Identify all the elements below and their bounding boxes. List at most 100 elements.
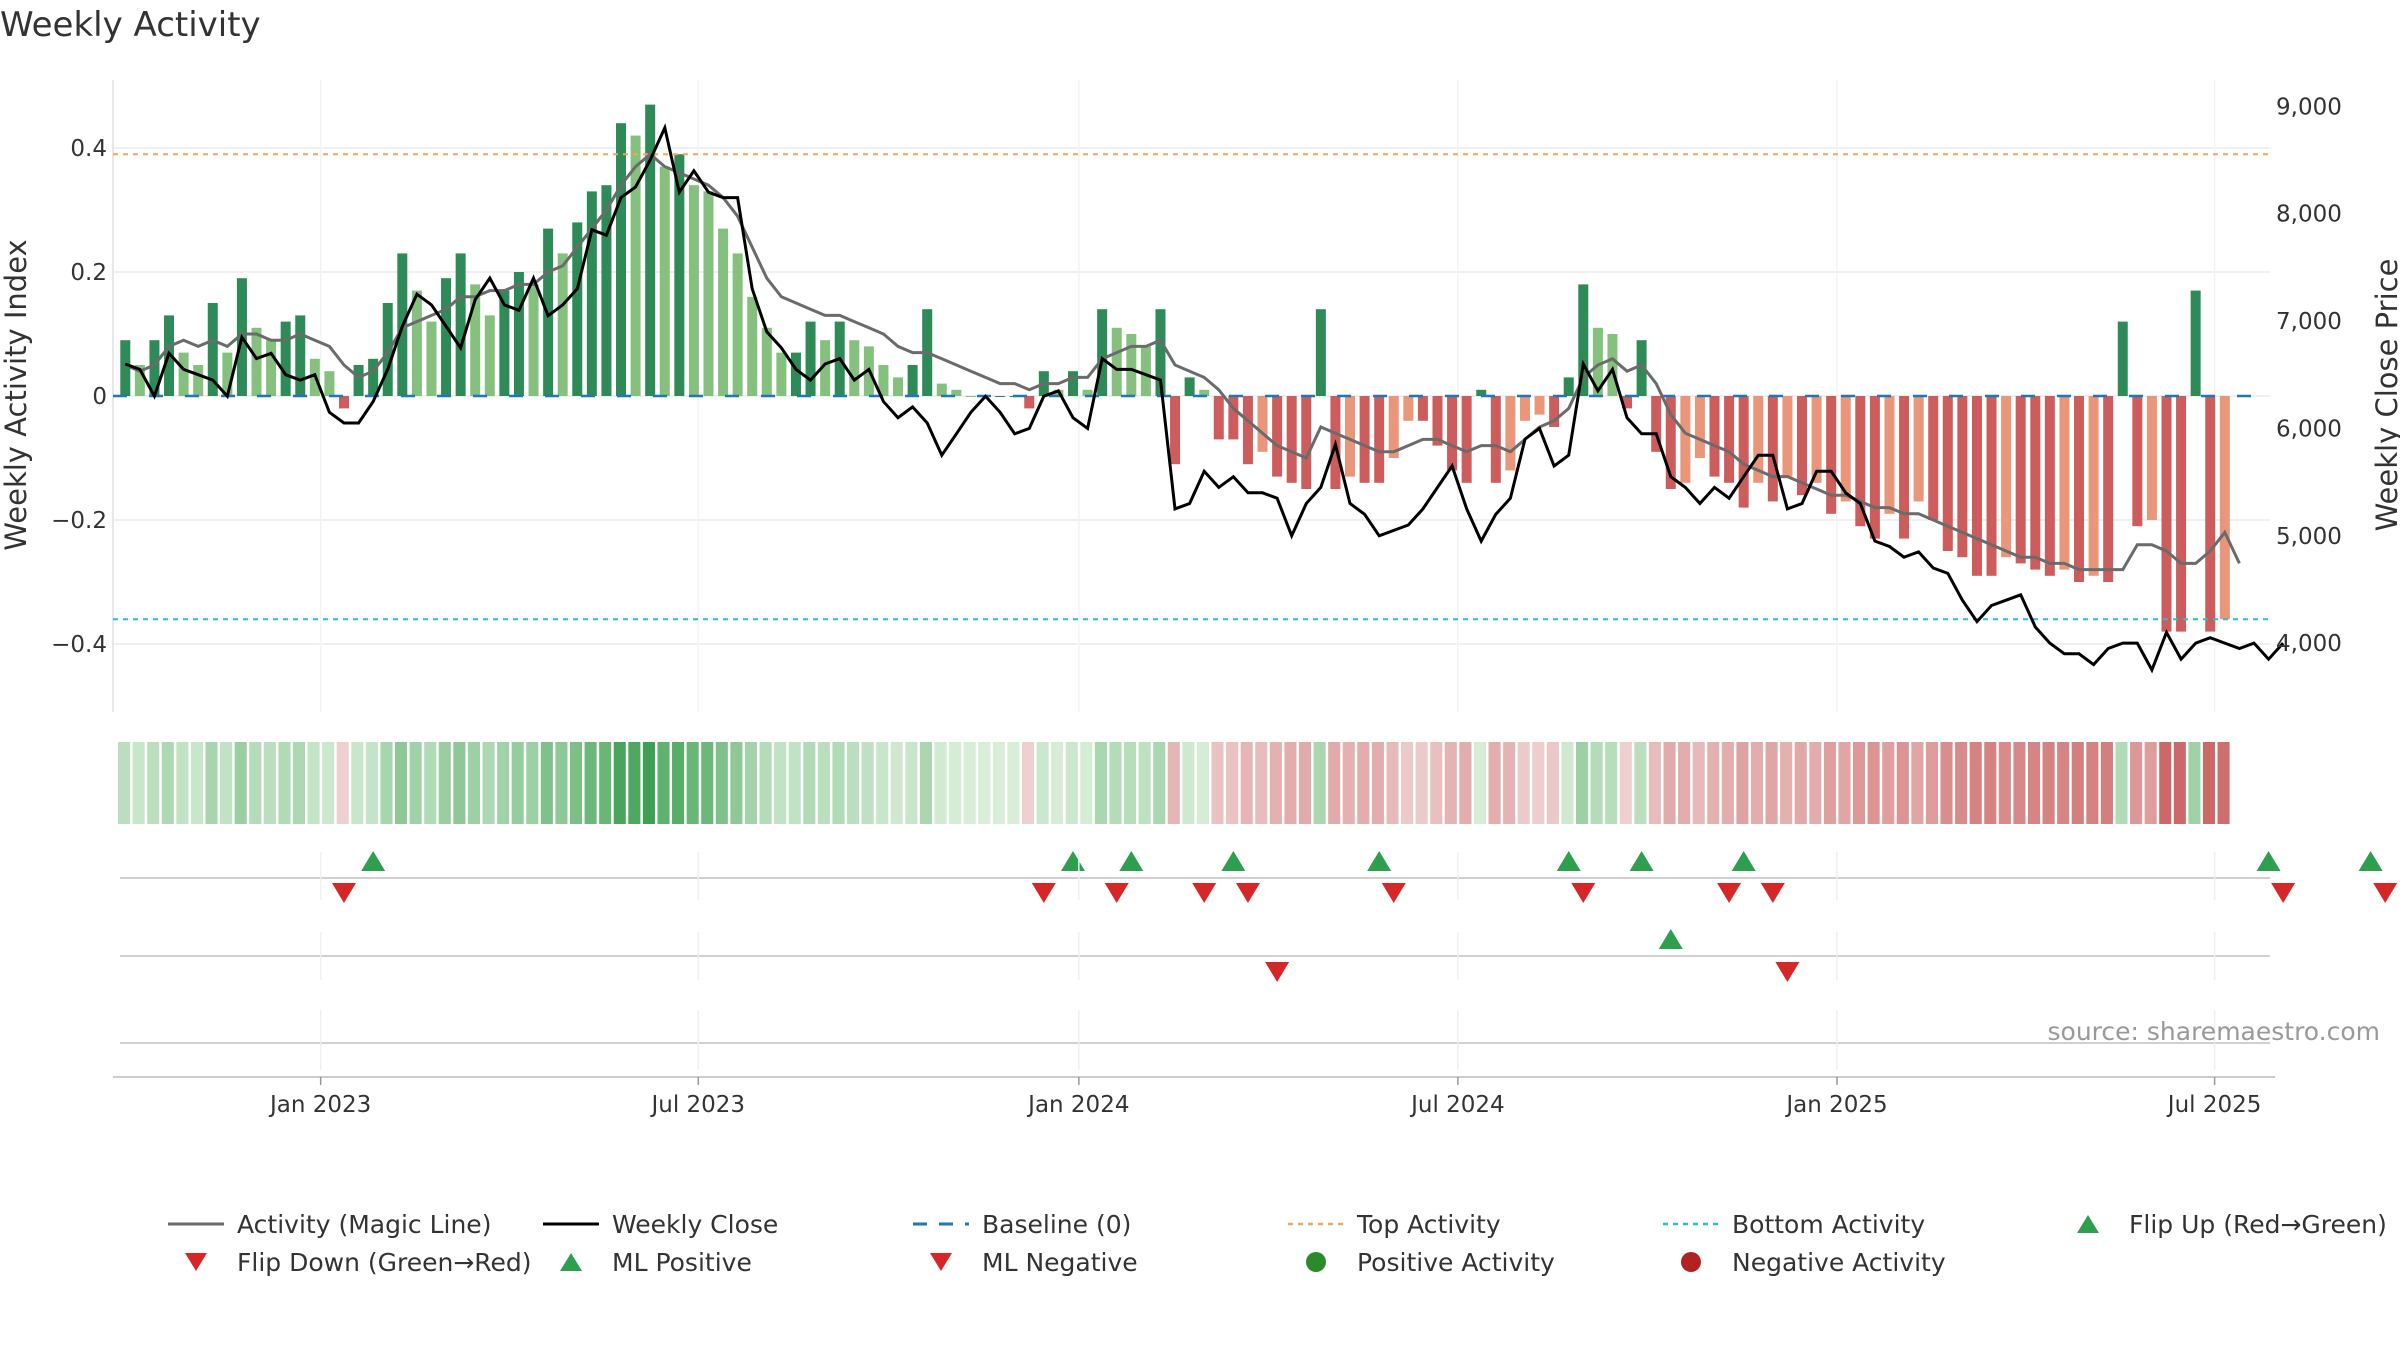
heat-cell bbox=[409, 742, 422, 824]
activity-bar bbox=[1782, 396, 1793, 477]
flip-up-marker bbox=[2358, 851, 2383, 871]
activity-bar bbox=[1417, 396, 1428, 421]
heat-cell bbox=[803, 742, 816, 824]
activity-bar bbox=[2219, 396, 2230, 620]
activity-bar bbox=[849, 340, 860, 396]
legend-label: ML Negative bbox=[982, 1248, 1138, 1277]
activity-bar bbox=[572, 222, 583, 396]
heat-cell bbox=[1182, 742, 1195, 824]
heat-cell bbox=[890, 742, 903, 824]
activity-bar bbox=[1840, 396, 1851, 502]
activity-bar bbox=[718, 228, 729, 396]
activity-bar bbox=[790, 352, 801, 396]
flip-down-marker bbox=[1192, 883, 1217, 903]
x-tick-label: Jul 2024 bbox=[1409, 1092, 1505, 1118]
activity-bar bbox=[222, 352, 233, 396]
heat-cell bbox=[1473, 742, 1487, 824]
flip-up-marker bbox=[1060, 851, 1085, 871]
activity-bar bbox=[1869, 396, 1880, 539]
heat-cell bbox=[1998, 742, 2011, 824]
activity-bar bbox=[1184, 377, 1195, 396]
heat-cell bbox=[1401, 742, 1414, 824]
activity-bar bbox=[149, 340, 160, 396]
activity-bar bbox=[368, 358, 379, 396]
right-tick-label: 9,000 bbox=[2276, 94, 2342, 120]
flip-up-marker bbox=[1629, 851, 1654, 871]
activity-bar bbox=[1899, 396, 1910, 539]
left-tick-label: 0.4 bbox=[70, 136, 107, 162]
x-axis-ticks: Jan 2023 Jul 2023 Jan 2024 Jul 2024 Jan 2025… bbox=[268, 1077, 2261, 1118]
heat-cell bbox=[540, 742, 553, 824]
legend-label: ML Positive bbox=[612, 1248, 752, 1277]
activity-bar bbox=[1607, 334, 1618, 396]
heat-cell bbox=[1678, 742, 1691, 824]
heat-cell bbox=[380, 742, 393, 824]
heat-cell bbox=[1371, 742, 1384, 824]
heat-cell bbox=[1459, 742, 1472, 824]
activity-bar bbox=[805, 321, 816, 396]
heat-cell bbox=[1240, 742, 1253, 824]
flip-down-marker bbox=[1235, 883, 1260, 903]
activity-bar bbox=[1140, 346, 1151, 396]
x-tick-label: Jan 2023 bbox=[268, 1092, 371, 1118]
flip-down-marker bbox=[1571, 883, 1596, 903]
heat-cell bbox=[1663, 742, 1676, 824]
legend-swatch bbox=[930, 1253, 952, 1271]
activity-bar bbox=[674, 154, 685, 396]
activity-bar bbox=[820, 340, 831, 396]
chart-title: Weekly Activity bbox=[0, 5, 261, 45]
flip-down-marker bbox=[1104, 883, 1129, 903]
activity-bar bbox=[1432, 396, 1443, 446]
heat-cell bbox=[1284, 742, 1297, 824]
heat-cell bbox=[1940, 742, 1953, 824]
heat-cell bbox=[1313, 742, 1326, 824]
activity-bar bbox=[1505, 396, 1516, 471]
heat-cell bbox=[934, 742, 947, 824]
flip-up-marker bbox=[1556, 851, 1581, 871]
heat-cell bbox=[657, 742, 670, 824]
heat-cell bbox=[1430, 742, 1443, 824]
heat-cell bbox=[365, 742, 378, 824]
legend-label: Negative Activity bbox=[1732, 1248, 1946, 1277]
activity-bar bbox=[2088, 396, 2099, 576]
heat-cell bbox=[1415, 742, 1428, 824]
heat-cell bbox=[905, 742, 918, 824]
activity-bar bbox=[1724, 396, 1735, 483]
activity-bar bbox=[1767, 396, 1778, 502]
heat-cell bbox=[2188, 742, 2201, 824]
heat-cell bbox=[1007, 742, 1020, 824]
heat-cell bbox=[701, 742, 714, 824]
flip-markers bbox=[331, 851, 2398, 903]
activity-bar bbox=[207, 303, 218, 396]
heat-cell bbox=[1634, 742, 1647, 824]
heat-cell bbox=[1823, 742, 1836, 824]
heat-cell bbox=[482, 742, 495, 824]
heat-cell bbox=[424, 742, 437, 824]
heat-cell bbox=[161, 742, 174, 824]
activity-bar bbox=[1272, 396, 1283, 477]
activity-bar bbox=[1490, 396, 1501, 483]
activity-bar bbox=[776, 352, 787, 396]
activity-bar bbox=[1447, 396, 1458, 471]
left-tick-label: −0.2 bbox=[51, 508, 107, 534]
activity-bar bbox=[426, 321, 437, 396]
heat-cell bbox=[1707, 742, 1720, 824]
heat-cell bbox=[599, 742, 612, 824]
heat-cell bbox=[1532, 742, 1545, 824]
heat-cell bbox=[220, 742, 233, 824]
activity-bar bbox=[2176, 396, 2187, 632]
legend-label: Activity (Magic Line) bbox=[237, 1210, 491, 1239]
activity-bar bbox=[1067, 371, 1078, 396]
legend-swatch bbox=[185, 1253, 207, 1271]
activity-bar bbox=[1942, 396, 1953, 551]
heat-cell bbox=[1386, 742, 1399, 824]
flip-down-marker bbox=[1031, 883, 1056, 903]
ml-negative-marker bbox=[1265, 962, 1290, 982]
activity-bar bbox=[1374, 396, 1385, 483]
activity-bar bbox=[1359, 396, 1370, 483]
flip-panel bbox=[120, 851, 2398, 903]
flip-down-marker bbox=[2373, 883, 2398, 903]
activity-bar bbox=[324, 371, 335, 396]
heat-cell bbox=[876, 742, 889, 824]
